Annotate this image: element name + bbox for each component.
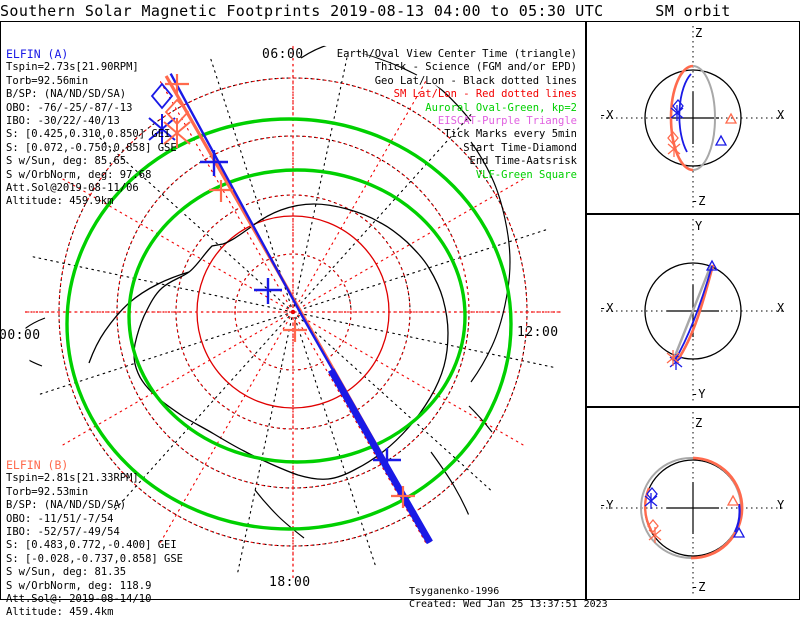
- footer-block: Tsyganenko-1996 Created: Wed Jan 25 13:3…: [409, 585, 608, 611]
- orbit1-axis-left: -X: [599, 108, 614, 122]
- info-line: S: [0.072,-0.750,0.858] GSE: [6, 141, 177, 154]
- legend-entry: Tick Marks every 5min: [444, 128, 577, 141]
- page-title: Southern Solar Magnetic Footprints 2019-…: [0, 2, 604, 20]
- end-marker-b: [163, 118, 191, 148]
- orbit-xz-svg: [601, 26, 785, 209]
- orbit-xy-svg: [601, 219, 785, 402]
- start-marker-a: [150, 82, 174, 110]
- legend-block: Earth/Oval View Center Time (triangle) Th…: [337, 48, 577, 182]
- orbit-panel-xy: Y -X X -Y: [586, 214, 800, 407]
- coast-detail-6: [430, 451, 473, 524]
- orbit3-axis-top: Z: [695, 416, 703, 430]
- legend-entry: End Time-Aatsrisk: [469, 155, 577, 168]
- info-line: IBO: -52/57/-49/54: [6, 526, 120, 539]
- elfin-b-title: ELFIN (B): [6, 458, 69, 472]
- elfin-a-lines: Tspin=2.73s[21.90RPM] Torb=92.56min B/SP: …: [6, 61, 177, 208]
- coast-detail-7: [468, 405, 493, 433]
- clock-label-left: 00:00: [0, 328, 41, 343]
- legend-entry: Earth/Oval View Center Time (triangle): [336, 48, 577, 60]
- orbit2-axis-left: -X: [599, 301, 614, 315]
- info-line: Torb=92.53min: [6, 485, 89, 498]
- antarctica-coastline: [133, 203, 449, 480]
- orbit3-axis-left: -Y: [599, 498, 614, 512]
- info-line: Altitude: 459.9km: [6, 195, 114, 208]
- orbit1-axis-top: Z: [695, 26, 703, 40]
- legend-entry: EISCAT-Purple Triangle: [437, 115, 577, 128]
- info-line: B/SP: (NA/ND/SD/SA): [6, 499, 127, 512]
- tick-marks-b: [165, 74, 415, 508]
- info-line: Tspin=2.73s[21.90RPM]: [6, 61, 139, 74]
- info-line: S: [0.425,0.310,0.850] GEI: [6, 128, 171, 141]
- info-line: S w/Sun, deg: 85.65: [6, 155, 127, 168]
- elfin-a-title: ELFIN (A): [6, 47, 69, 61]
- coast-detail-5: [300, 44, 364, 59]
- info-line: B/SP: (NA/ND/SD/SA): [6, 88, 127, 101]
- info-line: S: [0.483,0.772,-0.400] GEI: [6, 539, 177, 552]
- clock-label-top: 06:00: [262, 47, 304, 62]
- elfin-b-lines: Tspin=2.81s[21.33RPM] Torb=92.53min B/SP: …: [6, 472, 183, 619]
- info-line: IBO: -30/22/-40/13: [6, 115, 120, 128]
- legend-entry: Thick - Science (FGM and/or EPD): [374, 61, 577, 74]
- orbit-panel-yz: Z -Y Y -Z: [586, 407, 800, 600]
- orbit2-axis-top: Y: [695, 219, 703, 233]
- legend-entry: VLF-Green Square: [475, 168, 577, 181]
- legend-entry: Start Time-Diamond: [463, 141, 577, 154]
- info-line: OBO: -11/51/-7/54: [6, 512, 114, 525]
- orbit1-axis-bottom: -Z: [691, 194, 706, 208]
- info-line: Att.Sol@2019-08-11/06: [6, 182, 139, 195]
- clock-label-right: 12:00: [517, 325, 559, 340]
- sm-axis-lines: [25, 44, 561, 580]
- info-line: Torb=92.56min: [6, 74, 89, 87]
- orbit1-axis-right: X: [777, 108, 785, 122]
- polar-map-svg: [25, 44, 561, 580]
- orbit2-axis-right: X: [777, 301, 785, 315]
- coast-detail-8: [254, 489, 305, 539]
- coast-detail-2: [470, 141, 511, 383]
- info-line: S: [-0.028,-0.737,0.858] GSE: [6, 552, 184, 565]
- elfin-b-info-block: ELFIN (B) Tspin=2.81s[21.33RPM] Torb=92.5…: [6, 458, 183, 620]
- legend-entry: Geo Lat/Lon - Black dotted lines: [374, 74, 577, 87]
- orbit2-axis-bottom: -Y: [691, 387, 706, 401]
- end-marker-a: [148, 114, 176, 144]
- clock-label-bottom: 18:00: [269, 575, 311, 590]
- legend-entry: SM Lat/Lon - Red dotted lines: [393, 88, 577, 101]
- orbit3-axis-bottom: -Z: [691, 580, 706, 594]
- sm-orbit-title: SM orbit: [655, 2, 731, 20]
- model-name: Tsyganenko-1996: [409, 586, 500, 597]
- coast-detail-9: [25, 353, 43, 367]
- legend-entry: Auroral Oval-Green, kp=2: [425, 101, 577, 114]
- orbit3-axis-right: Y: [777, 498, 785, 512]
- sm-grid: [25, 44, 561, 580]
- info-line: S w/OrbNorm, deg: 118.9: [6, 579, 152, 592]
- main-polar-plot-frame: 06:00 00:00 12:00 18:00 ELFIN (A) Tspin=…: [0, 21, 608, 618]
- info-line: S w/Sun, deg: 81.35: [6, 566, 127, 579]
- auroral-oval-outer: [65, 117, 513, 531]
- info-line: Tspin=2.81s[21.33RPM]: [6, 472, 139, 485]
- info-line: OBO: -76/-25/-87/-13: [6, 101, 133, 114]
- orbit-yz-svg: [601, 412, 785, 595]
- elfin-a-info-block: ELFIN (A) Tspin=2.73s[21.90RPM] Torb=92.5…: [6, 47, 177, 209]
- antarctic-peninsula: [88, 271, 190, 364]
- auroral-oval-inner: [127, 168, 467, 464]
- info-line: Altitude: 459.4km: [6, 606, 114, 619]
- info-line: S w/OrbNorm, deg: 97.68: [6, 168, 152, 181]
- orbit-panel-xz: Z -X X -Z: [586, 21, 800, 214]
- coast-detail-1: [25, 317, 46, 354]
